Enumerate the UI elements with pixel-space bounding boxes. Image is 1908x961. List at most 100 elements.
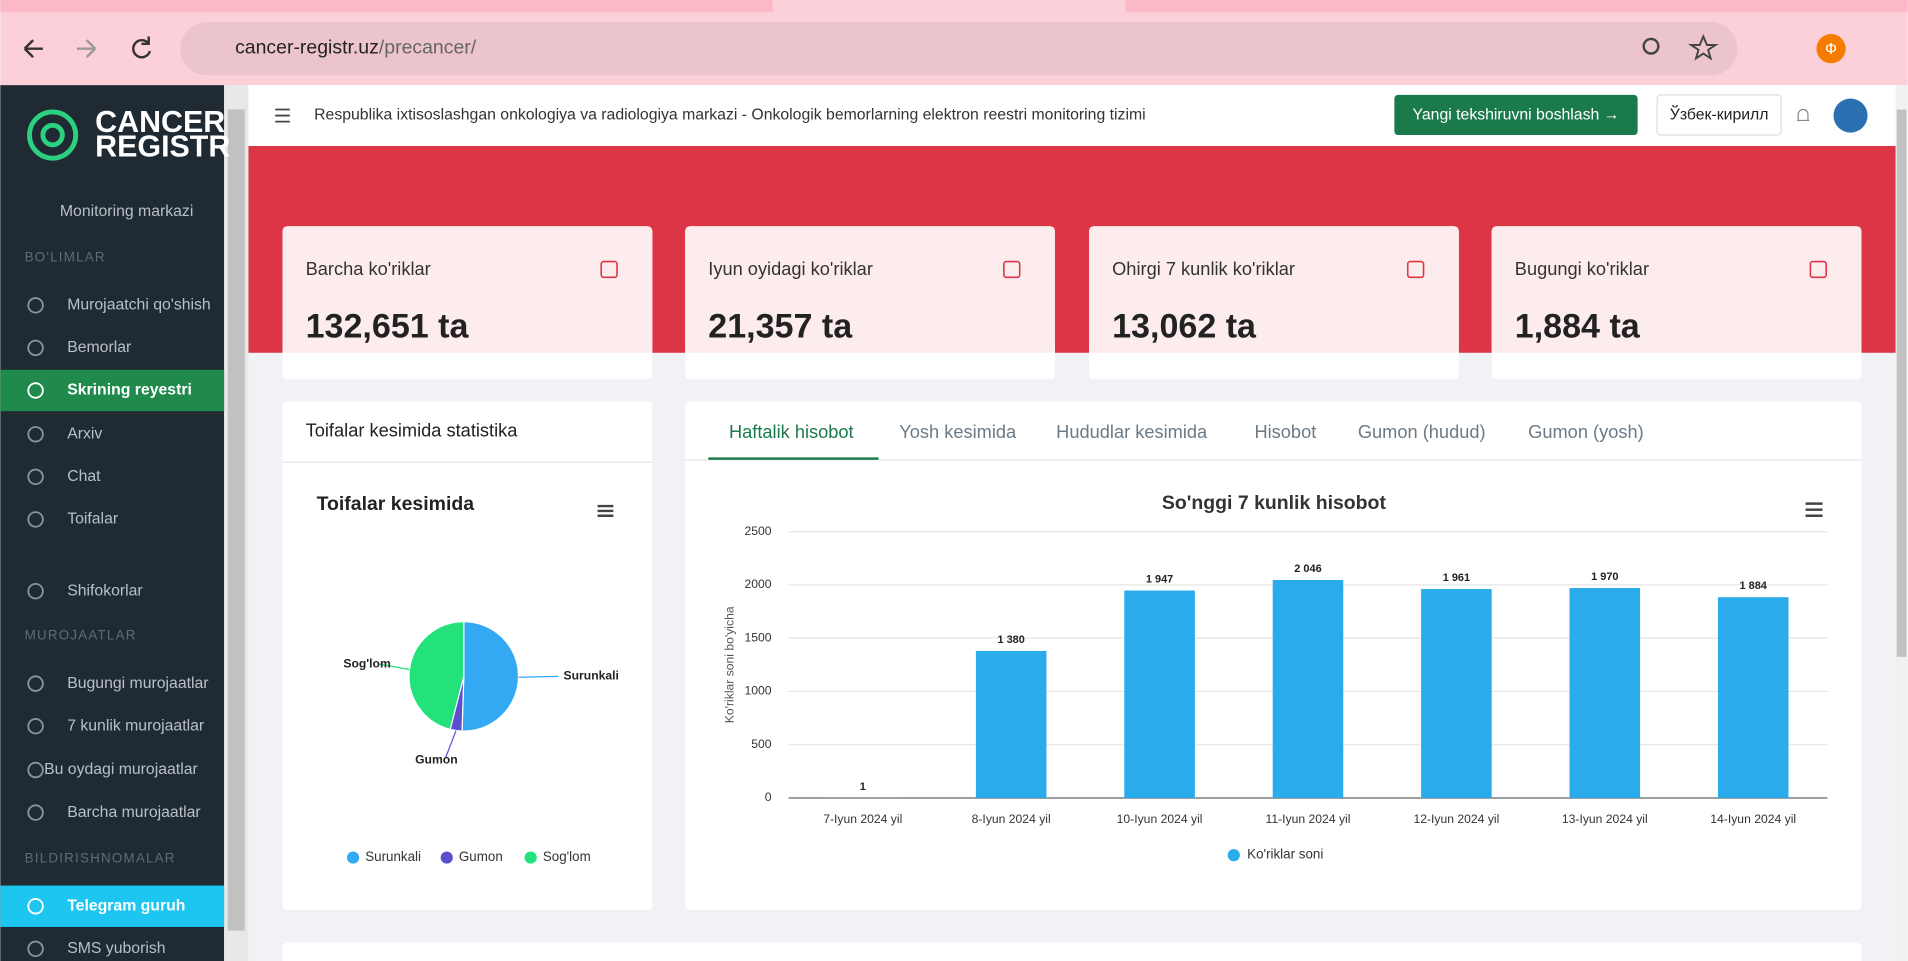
stat-icon bbox=[1003, 260, 1021, 279]
scroll-thumb bbox=[227, 109, 245, 931]
logo-text: CANCER bbox=[95, 105, 225, 139]
language-button[interactable] bbox=[1656, 94, 1782, 136]
nav-icon bbox=[27, 382, 44, 399]
profile[interactable] bbox=[1816, 34, 1846, 64]
nav-icon bbox=[27, 940, 44, 958]
tab[interactable]: Gumon (yosh) bbox=[1528, 421, 1644, 442]
nav-item[interactable]: Monitoring markazi bbox=[60, 203, 193, 220]
legend-marker bbox=[1227, 849, 1240, 862]
nav-icon bbox=[27, 898, 44, 915]
legend-marker bbox=[346, 851, 360, 864]
nav-item[interactable]: Shifokorlar bbox=[67, 582, 143, 599]
value-label: 1 380 bbox=[997, 634, 1024, 646]
legend-label[interactable]: Ko'riklar soni bbox=[1247, 847, 1323, 862]
nav-icon bbox=[27, 426, 44, 443]
tab[interactable]: Hududlar kesimida bbox=[1056, 421, 1208, 442]
start-button[interactable] bbox=[1394, 94, 1638, 136]
tab-underline bbox=[708, 457, 879, 460]
nav-item[interactable]: Barcha murojaatlar bbox=[67, 804, 200, 821]
tab[interactable]: Hisobot bbox=[1254, 421, 1316, 442]
chart-title: Toifalar kesimida bbox=[317, 493, 475, 515]
avatar[interactable] bbox=[1833, 98, 1868, 133]
y-tick-label: 0 bbox=[765, 790, 772, 804]
value-label: 1 947 bbox=[1146, 573, 1173, 585]
y-tick-label: 2000 bbox=[744, 577, 771, 591]
bar bbox=[1569, 588, 1641, 798]
url-host: cancer-registr.uz bbox=[235, 37, 379, 59]
nav-icon bbox=[27, 804, 44, 821]
pie-slice bbox=[408, 620, 465, 731]
start-button-label: Yangi tekshiruvni boshlash → bbox=[1413, 107, 1620, 124]
bell-icon[interactable] bbox=[1797, 108, 1810, 122]
y-tick-label: 1000 bbox=[744, 684, 771, 698]
stat-value: 13,062 ta bbox=[1112, 307, 1257, 345]
x-tick-label: 12-Iyun 2024 yil bbox=[1413, 812, 1499, 826]
y-tick-label: 500 bbox=[751, 737, 772, 751]
legend-label[interactable]: Surunkali bbox=[365, 849, 421, 864]
y-tick-label: 2500 bbox=[744, 524, 771, 538]
stat-card-top bbox=[1491, 226, 1862, 353]
tab[interactable]: Yosh kesimida bbox=[899, 421, 1017, 442]
nav-item[interactable]: Arxiv bbox=[67, 425, 102, 442]
stat-label: Ohirgi 7 kunlik ko'riklar bbox=[1112, 258, 1295, 279]
nav-item[interactable]: Chat bbox=[67, 468, 101, 485]
nav-item[interactable]: Bu oydagi murojaatlar bbox=[44, 761, 198, 778]
card-title: Toifalar kesimida statistika bbox=[306, 420, 519, 441]
zoom-icon[interactable] bbox=[1642, 37, 1660, 55]
y-axis-label: Ko'riklar soni bo'yicha bbox=[722, 606, 736, 723]
stat-icon bbox=[600, 260, 618, 279]
nav-item[interactable]: Toifalar bbox=[67, 511, 118, 528]
stat-label: Iyun oyidagi ko'riklar bbox=[708, 258, 873, 279]
nav-active bbox=[0, 885, 225, 927]
nav-item[interactable]: Bemorlar bbox=[67, 339, 131, 356]
chart-title: So'nggi 7 kunlik hisobot bbox=[1162, 492, 1387, 514]
stat-icon bbox=[1809, 260, 1827, 279]
star-icon[interactable] bbox=[1687, 34, 1719, 61]
x-tick-label: 8-Iyun 2024 yil bbox=[972, 812, 1051, 826]
stat-value: 21,357 ta bbox=[708, 307, 853, 345]
pie-slice bbox=[461, 620, 520, 732]
nav-active bbox=[0, 369, 225, 412]
reload-button[interactable] bbox=[132, 36, 152, 59]
bar bbox=[975, 650, 1047, 798]
nav-icon bbox=[27, 582, 44, 600]
nav-icon bbox=[27, 468, 44, 486]
leader-line bbox=[518, 675, 559, 678]
value-label: 1 970 bbox=[1591, 571, 1618, 583]
stat-card-top bbox=[282, 226, 653, 353]
nav-icon bbox=[27, 339, 44, 357]
tab[interactable]: Haftalik hisobot bbox=[729, 421, 854, 442]
tab[interactable]: Gumon (hudud) bbox=[1358, 421, 1486, 442]
stat-label: Barcha ko'riklar bbox=[306, 258, 431, 279]
x-tick-label: 11-Iyun 2024 yil bbox=[1266, 812, 1351, 826]
menu-icon[interactable] bbox=[275, 108, 290, 123]
x-tick-label: 10-Iyun 2024 yil bbox=[1117, 812, 1203, 826]
tab bbox=[1125, 0, 1908, 13]
bar bbox=[1272, 579, 1344, 798]
stat-icon bbox=[1406, 260, 1425, 279]
legend-marker bbox=[440, 851, 453, 864]
stat-value: 1,884 ta bbox=[1515, 307, 1641, 345]
legend-label[interactable]: Gumon bbox=[459, 849, 503, 864]
forward-button[interactable] bbox=[76, 39, 97, 59]
url-path: /precancer/ bbox=[379, 37, 477, 59]
leader-line bbox=[444, 730, 457, 759]
nav-item[interactable]: Skrining reyestri bbox=[67, 382, 192, 399]
nav-item[interactable]: Telegram guruh bbox=[67, 897, 185, 914]
chart-menu[interactable] bbox=[597, 504, 614, 517]
stat-card-top bbox=[685, 226, 1055, 353]
chart-menu[interactable] bbox=[1805, 502, 1823, 517]
nav-item[interactable]: Murojaatchi qo'shish bbox=[67, 297, 211, 314]
bar bbox=[1124, 590, 1195, 798]
nav-item[interactable]: Bugungi murojaatlar bbox=[67, 675, 208, 692]
nav-item[interactable]: 7 kunlik murojaatlar bbox=[67, 717, 204, 734]
value-label: 1 961 bbox=[1443, 572, 1470, 584]
nav-item[interactable]: SMS yuborish bbox=[67, 940, 165, 957]
url: cancer-registr.uz/precancer/ bbox=[235, 37, 477, 59]
back-button[interactable] bbox=[23, 39, 43, 59]
y-tick-label: 1500 bbox=[744, 630, 771, 644]
url-bar[interactable] bbox=[180, 21, 1738, 76]
legend-label[interactable]: Sog'lom bbox=[543, 849, 591, 864]
pie-label: Surunkali bbox=[564, 669, 619, 683]
